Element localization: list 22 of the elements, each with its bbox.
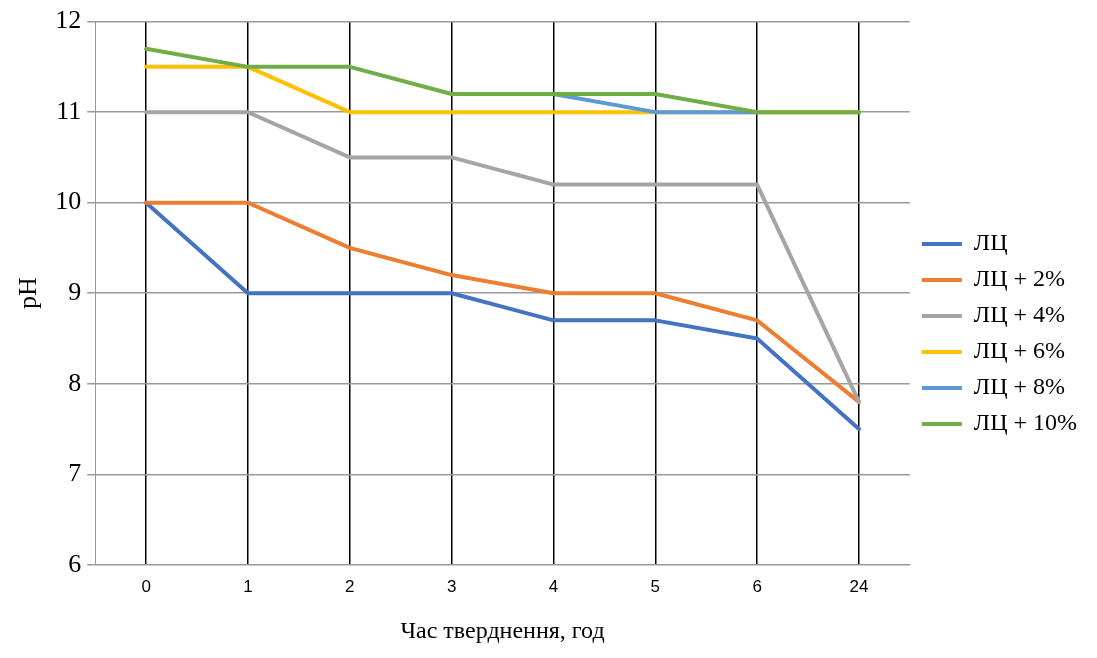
y-tick-label: 8 — [68, 367, 82, 397]
y-axis-title: pH — [13, 277, 43, 310]
legend-label: ЛЦ + 6% — [973, 337, 1066, 364]
x-tick-label: 2 — [345, 576, 355, 596]
y-tick-label: 9 — [68, 277, 82, 307]
y-tick-label: 12 — [55, 5, 82, 35]
legend-label: ЛЦ — [973, 229, 1008, 256]
legend-label: ЛЦ + 4% — [973, 301, 1066, 328]
x-axis-title: Час тверднення, год — [400, 616, 605, 643]
y-tick-label: 11 — [56, 95, 82, 125]
y-tick-label: 10 — [55, 186, 82, 216]
x-tick-label: 24 — [849, 576, 869, 596]
x-tick-label: 1 — [243, 576, 253, 596]
x-tick-label: 3 — [446, 576, 457, 596]
x-tick-label: 6 — [752, 576, 762, 596]
x-tick-label: 4 — [548, 576, 559, 596]
x-tick-label: 5 — [650, 576, 661, 596]
y-tick-label: 7 — [68, 458, 82, 488]
legend-label: ЛЦ + 8% — [973, 373, 1066, 400]
legend-label: ЛЦ + 2% — [973, 265, 1066, 292]
legend-label: ЛЦ + 10% — [973, 409, 1078, 436]
x-tick-label: 0 — [141, 576, 151, 596]
